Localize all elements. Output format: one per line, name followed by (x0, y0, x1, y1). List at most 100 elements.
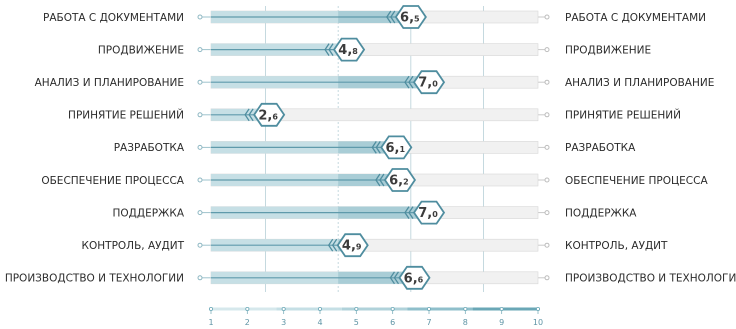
chart-row: РАЗРАБОТКА РАЗРАБОТКА 6,1 (114, 135, 636, 160)
row-label-left: ПОДДЕРЖКА (113, 207, 185, 219)
row-label-right: АНАЛИЗ И ПЛАНИРОВАНИЕ (565, 77, 714, 89)
value-badge (332, 37, 366, 62)
chevron-left-icon (331, 238, 338, 252)
value-label-int: 2, (258, 108, 272, 123)
value-label-int: 6, (389, 174, 403, 189)
chart-row: ОБЕСПЕЧЕНИЕ ПРОЦЕССА ОБЕСПЕЧЕНИЕ ПРОЦЕССА… (41, 168, 708, 192)
tick-label: 6 (390, 318, 395, 327)
value-badge (380, 135, 413, 160)
chevron-left-icon (404, 206, 410, 219)
tick-label: 5 (354, 318, 359, 327)
left-end-dot (197, 79, 203, 85)
chevron-left-icon (389, 271, 396, 285)
value-badge (383, 168, 417, 192)
right-end-dot (544, 210, 550, 216)
value-label-dec: 2 (403, 178, 409, 187)
chart-row: ПРОДВИЖЕНИЕ ПРОДВИЖЕНИЕ 4,8 (98, 37, 651, 62)
chevron-left-icon (404, 75, 410, 89)
axis-segment (341, 307, 408, 311)
axis-tick-dot (426, 306, 431, 311)
chart-x-axis: 1 2 3 4 5 6 7 8 9 10 (208, 306, 543, 327)
value-label-dec: 1 (400, 145, 406, 154)
tick-label: 2 (245, 318, 250, 327)
chevron-left-icon (324, 43, 330, 56)
axis-segment (472, 307, 538, 311)
tick-label: 10 (533, 318, 543, 327)
value-label-dec: 6 (272, 112, 278, 121)
value-label-dec: 5 (414, 15, 420, 24)
right-end-dot (544, 275, 550, 281)
row-label-right: РАЗРАБОТКА (565, 142, 636, 154)
value-label: 7,0 (418, 206, 438, 221)
row-label-left: ОБЕСПЕЧЕНИЕ ПРОЦЕССА (41, 175, 184, 187)
value-badge (412, 200, 446, 225)
value-label-int: 6, (404, 271, 418, 286)
tick-label: 4 (317, 318, 322, 327)
value-label: 6,2 (389, 174, 409, 189)
chart-row: ПРОИЗВОДСТВО И ТЕХНОЛОГИИ ПРОИЗВОДСТВО И … (5, 265, 736, 290)
row-label-right: КОНТРОЛЬ, АУДИТ (565, 240, 668, 252)
value-badge (253, 102, 286, 127)
tick-label: 9 (499, 318, 504, 327)
value-label: 7,0 (418, 76, 438, 91)
chevron-left-icon (408, 206, 414, 219)
value-label-int: 4, (338, 43, 352, 58)
chevron-left-icon (386, 10, 392, 24)
value-label-dec: 0 (432, 210, 438, 219)
row-label-right: ОБЕСПЕЧЕНИЕ ПРОЦЕССА (565, 175, 708, 187)
chevron-left-icon (375, 141, 381, 154)
right-end-dot (544, 79, 550, 85)
chart-row: КОНТРОЛЬ, АУДИТ КОНТРОЛЬ, АУДИТ 4,9 (82, 233, 668, 258)
axis-tick-dot (390, 306, 395, 311)
left-end-dot (197, 242, 203, 248)
chevron-left-icon (375, 173, 381, 187)
chevron-left-icon (379, 173, 385, 187)
chart-row: АНАЛИЗ И ПЛАНИРОВАНИЕ АНАЛИЗ И ПЛАНИРОВАН… (35, 70, 714, 95)
chevron-left-icon (248, 108, 254, 122)
tick-label: 7 (426, 318, 431, 327)
row-label-right: ПРИНЯТИЕ РЕШЕНИЙ (565, 109, 681, 122)
tick-label: 3 (281, 318, 286, 327)
left-end-dot (197, 210, 203, 216)
value-label: 6,6 (404, 271, 424, 286)
value-label: 2,6 (258, 108, 278, 123)
right-end-dot (544, 242, 550, 248)
axis-segment (211, 307, 277, 311)
left-end-dot (197, 112, 203, 118)
axis-tick-dot (208, 306, 213, 311)
chart-row: ПРИНЯТИЕ РЕШЕНИЙ ПРИНЯТИЕ РЕШЕНИЙ 2,6 (68, 102, 681, 127)
row-label-right: ПРОДВИЖЕНИЕ (565, 44, 651, 56)
value-label: 6,1 (386, 141, 406, 156)
value-label: 4,8 (338, 43, 358, 58)
chart-rows: РАБОТА С ДОКУМЕНТАМИ РАБОТА С ДОКУМЕНТАМИ… (5, 5, 736, 290)
tick-label: 8 (463, 318, 468, 327)
axis-segment (276, 307, 342, 311)
axis-tick-dot (317, 306, 322, 311)
axis-tick-dot (463, 306, 468, 311)
value-label-int: 7, (418, 206, 432, 221)
left-end-dot (197, 47, 203, 53)
right-end-dot (544, 112, 550, 118)
row-label-left: РАБОТА С ДОКУМЕНТАМИ (43, 12, 184, 24)
left-end-dot (197, 177, 203, 183)
row-label-left: АНАЛИЗ И ПЛАНИРОВАНИЕ (35, 77, 184, 89)
row-label-left: ПРОДВИЖЕНИЕ (98, 44, 184, 56)
row-label-left: ПРИНЯТИЕ РЕШЕНИЙ (68, 109, 184, 122)
axis-segment (407, 307, 473, 311)
chevron-left-icon (244, 108, 250, 122)
row-label-right: РАБОТА С ДОКУМЕНТАМИ (565, 12, 706, 24)
right-end-dot (544, 47, 550, 53)
chart-row: РАБОТА С ДОКУМЕНТАМИ РАБОТА С ДОКУМЕНТАМИ… (43, 5, 706, 29)
axis-tick-dot (245, 306, 250, 311)
chevron-left-icon (371, 141, 377, 154)
row-label-left: КОНТРОЛЬ, АУДИТ (82, 240, 185, 252)
value-badge (398, 265, 431, 290)
value-label-int: 6, (400, 11, 414, 26)
value-label-int: 4, (342, 239, 356, 254)
left-end-dot (197, 14, 203, 20)
value-badge (336, 233, 369, 258)
row-label-right: ПОДДЕРЖКА (565, 207, 637, 219)
value-label-dec: 9 (356, 243, 362, 252)
chevron-left-icon (408, 75, 414, 89)
